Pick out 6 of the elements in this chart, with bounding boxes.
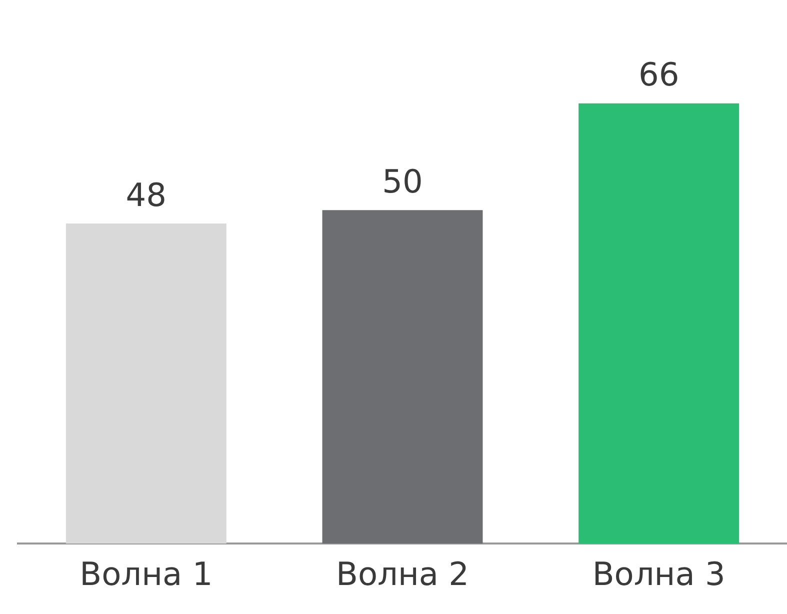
x-tick-label: Волна 2 [336, 555, 470, 594]
x-tick-label: Волна 1 [80, 555, 213, 594]
x-tick-label: Волна 3 [592, 555, 726, 594]
data-label: 50 [382, 162, 423, 200]
data-label: 66 [638, 56, 680, 94]
data-label: 48 [126, 176, 167, 214]
